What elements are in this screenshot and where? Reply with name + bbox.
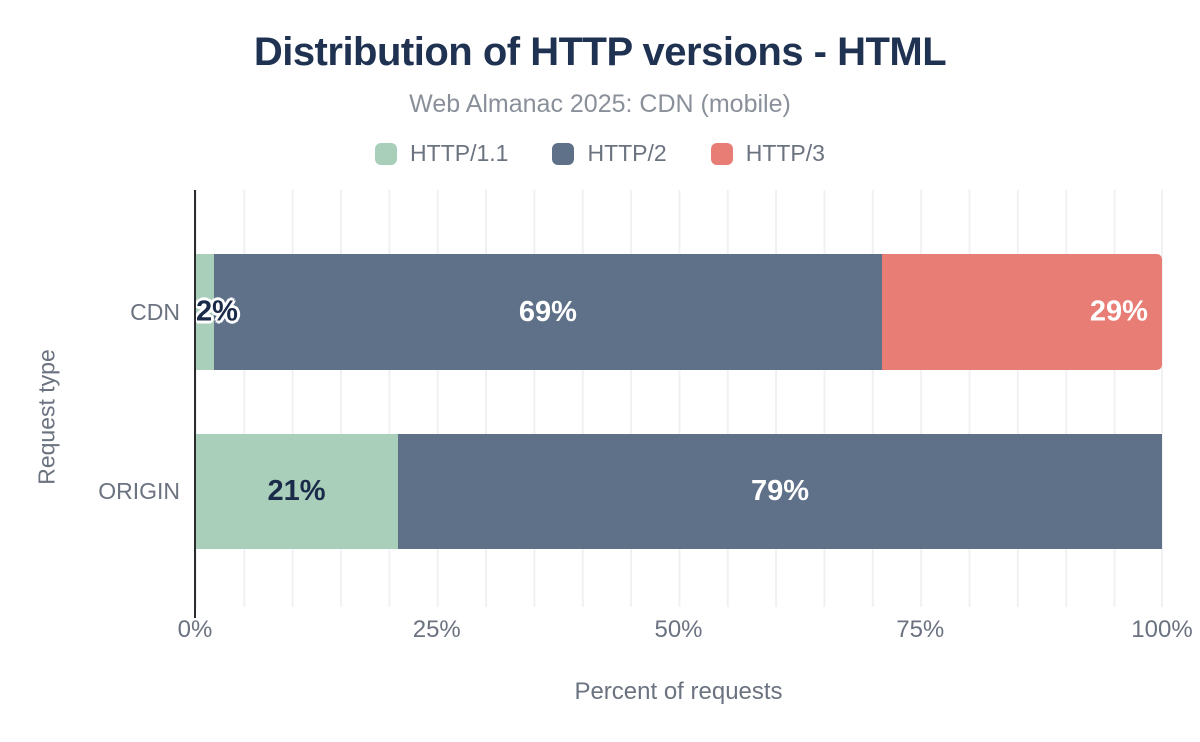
x-tick-0: 0% [177, 616, 213, 643]
category-label-cdn: CDN [130, 299, 180, 325]
segment-origin-http-2: 79% [398, 434, 1162, 549]
legend: HTTP/1.1 HTTP/2 HTTP/3 [0, 140, 1200, 167]
value-label-cdn-http-2: 69% [518, 295, 577, 328]
category-label-origin: ORIGIN [98, 478, 180, 504]
legend-label-http-3: HTTP/3 [745, 140, 825, 166]
value-label-origin-http-1-1: 21% [267, 475, 326, 507]
legend-swatch-http-3 [710, 142, 733, 165]
y-axis-line [194, 190, 196, 618]
segment-cdn-http-3: 29% [881, 254, 1162, 370]
bar-origin: 21% 79% [195, 434, 1162, 549]
x-axis-title: Percent of requests [574, 678, 783, 705]
legend-swatch-http-1-1 [375, 142, 398, 165]
x-tick-50: 50% [654, 616, 703, 643]
value-label-origin-http-2: 79% [751, 475, 810, 507]
value-label-cdn-http-1-1: 2% [196, 295, 238, 328]
legend-label-http-2: HTTP/2 [587, 140, 667, 166]
segment-cdn-http-1-1: 2% [195, 254, 238, 370]
segment-origin-http-1-1: 21% [195, 434, 399, 549]
x-tick-75: 75% [896, 616, 945, 643]
x-tick-100: 100% [1131, 616, 1193, 643]
x-tick-25: 25% [412, 616, 461, 643]
plot-area: 2% 69% 29% 21% 79% [195, 190, 1163, 607]
chart-subtitle: Web Almanac 2025: CDN (mobile) [409, 90, 791, 118]
chart-title: Distribution of HTTP versions - HTML [253, 30, 947, 74]
legend-item-http-2[interactable]: HTTP/2 [552, 140, 667, 167]
legend-swatch-http-2 [552, 142, 575, 165]
y-axis-title: Request type [33, 349, 60, 485]
value-label-cdn-http-3: 29% [1089, 295, 1148, 328]
bar-cdn: 2% 69% 29% [195, 254, 1162, 370]
legend-item-http-1-1[interactable]: HTTP/1.1 [375, 140, 508, 167]
legend-label-http-1-1: HTTP/1.1 [410, 140, 509, 166]
gridline-100pct [1161, 190, 1163, 607]
legend-item-http-3[interactable]: HTTP/3 [710, 140, 825, 167]
segment-cdn-http-2: 69% [214, 254, 882, 370]
